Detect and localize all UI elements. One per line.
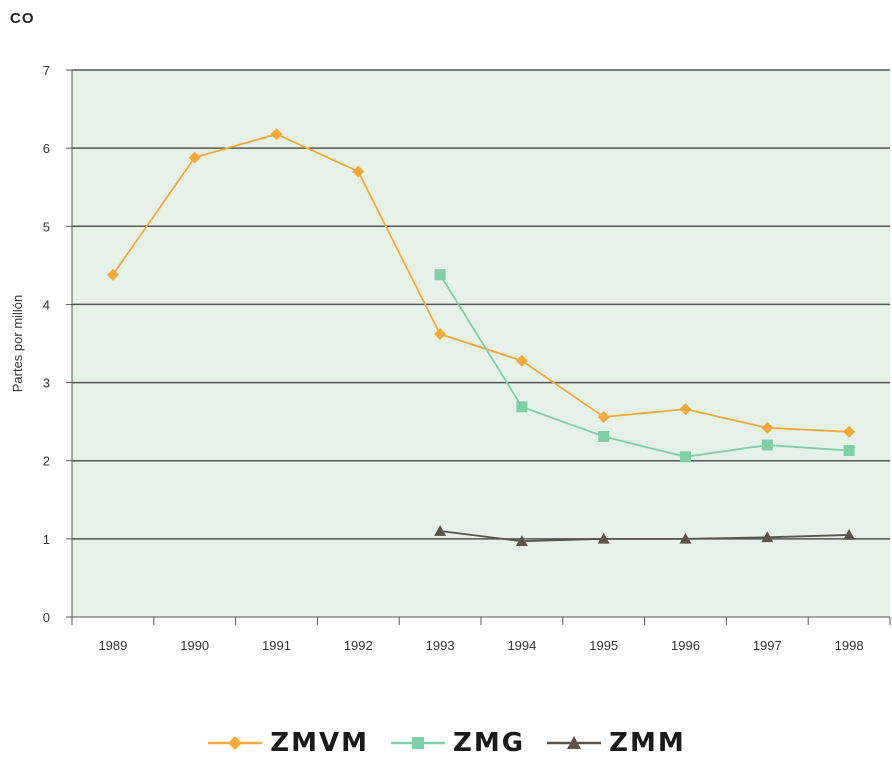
x-tick-label: 1998 [835,638,864,653]
data-point-zmm [434,525,447,536]
data-point-zmvm [843,425,856,438]
y-tick-label: 4 [43,297,50,312]
data-point-zmvm [352,165,365,178]
data-point-zmvm [679,403,692,416]
data-point-zmg [843,445,855,457]
legend-item-zmm: ZMM [545,728,686,758]
x-tick-label: 1990 [180,638,209,653]
y-axis-label: Partes por millón [10,295,25,393]
y-tick-label: 7 [43,63,50,78]
y-tick-label: 1 [43,532,50,547]
data-point-zmvm [434,328,447,341]
legend-label: ZMM [609,728,686,758]
x-tick-label: 1991 [262,638,291,653]
legend-label: ZMVM [270,728,370,758]
legend-item-zmg: ZMG [389,728,525,758]
legend-swatch [547,736,602,749]
data-point-zmg [761,439,773,451]
line-chart: 0 1 2 3 4 5 6 7 1989 1990 1991 1992 1993 1994 1995 1996… [10,63,891,653]
data-point-zmvm [597,410,610,423]
legend-label: ZMG [453,728,526,758]
legend: ZMVM ZMG ZMM [0,728,892,761]
legend-swatch [208,736,263,750]
data-point-zmm [679,532,692,544]
x-tick-label: 1997 [753,638,782,653]
y-tick-label: 6 [43,141,50,156]
x-tick-label: 1995 [589,638,618,653]
series-line-zmvm [112,133,850,433]
x-tick-label: 1989 [98,638,127,653]
chart-title: CO [10,10,35,27]
x-tick-label: 1994 [507,638,536,653]
x-tick-label: 1992 [344,638,373,653]
data-point-zmg [598,430,610,442]
data-point-zmm [843,528,856,540]
legend-item-zmvm: ZMVM [206,728,369,758]
data-point-zmm [515,535,528,547]
series-line-zmg [439,274,850,458]
data-point-zmg [680,451,691,463]
x-tick-label: 1993 [426,638,455,653]
data-point-zmvm [188,151,201,164]
legend-swatch [391,737,446,749]
data-point-zmm [597,532,610,544]
y-tick-label: 5 [43,219,50,234]
plot-area [72,70,890,617]
data-point-zmvm [106,268,119,281]
data-point-zmm [761,531,774,543]
data-point-zmg [516,401,528,413]
data-point-zmvm [761,421,774,434]
data-point-zmg [434,269,446,281]
data-point-zmvm [515,354,528,367]
y-tick-label: 0 [43,610,50,625]
series-line-zmm [439,530,850,543]
y-tick-label: 2 [43,454,50,469]
x-tick-label: 1996 [671,638,700,653]
data-point-zmvm [270,128,283,141]
y-tick-label: 3 [43,376,50,391]
